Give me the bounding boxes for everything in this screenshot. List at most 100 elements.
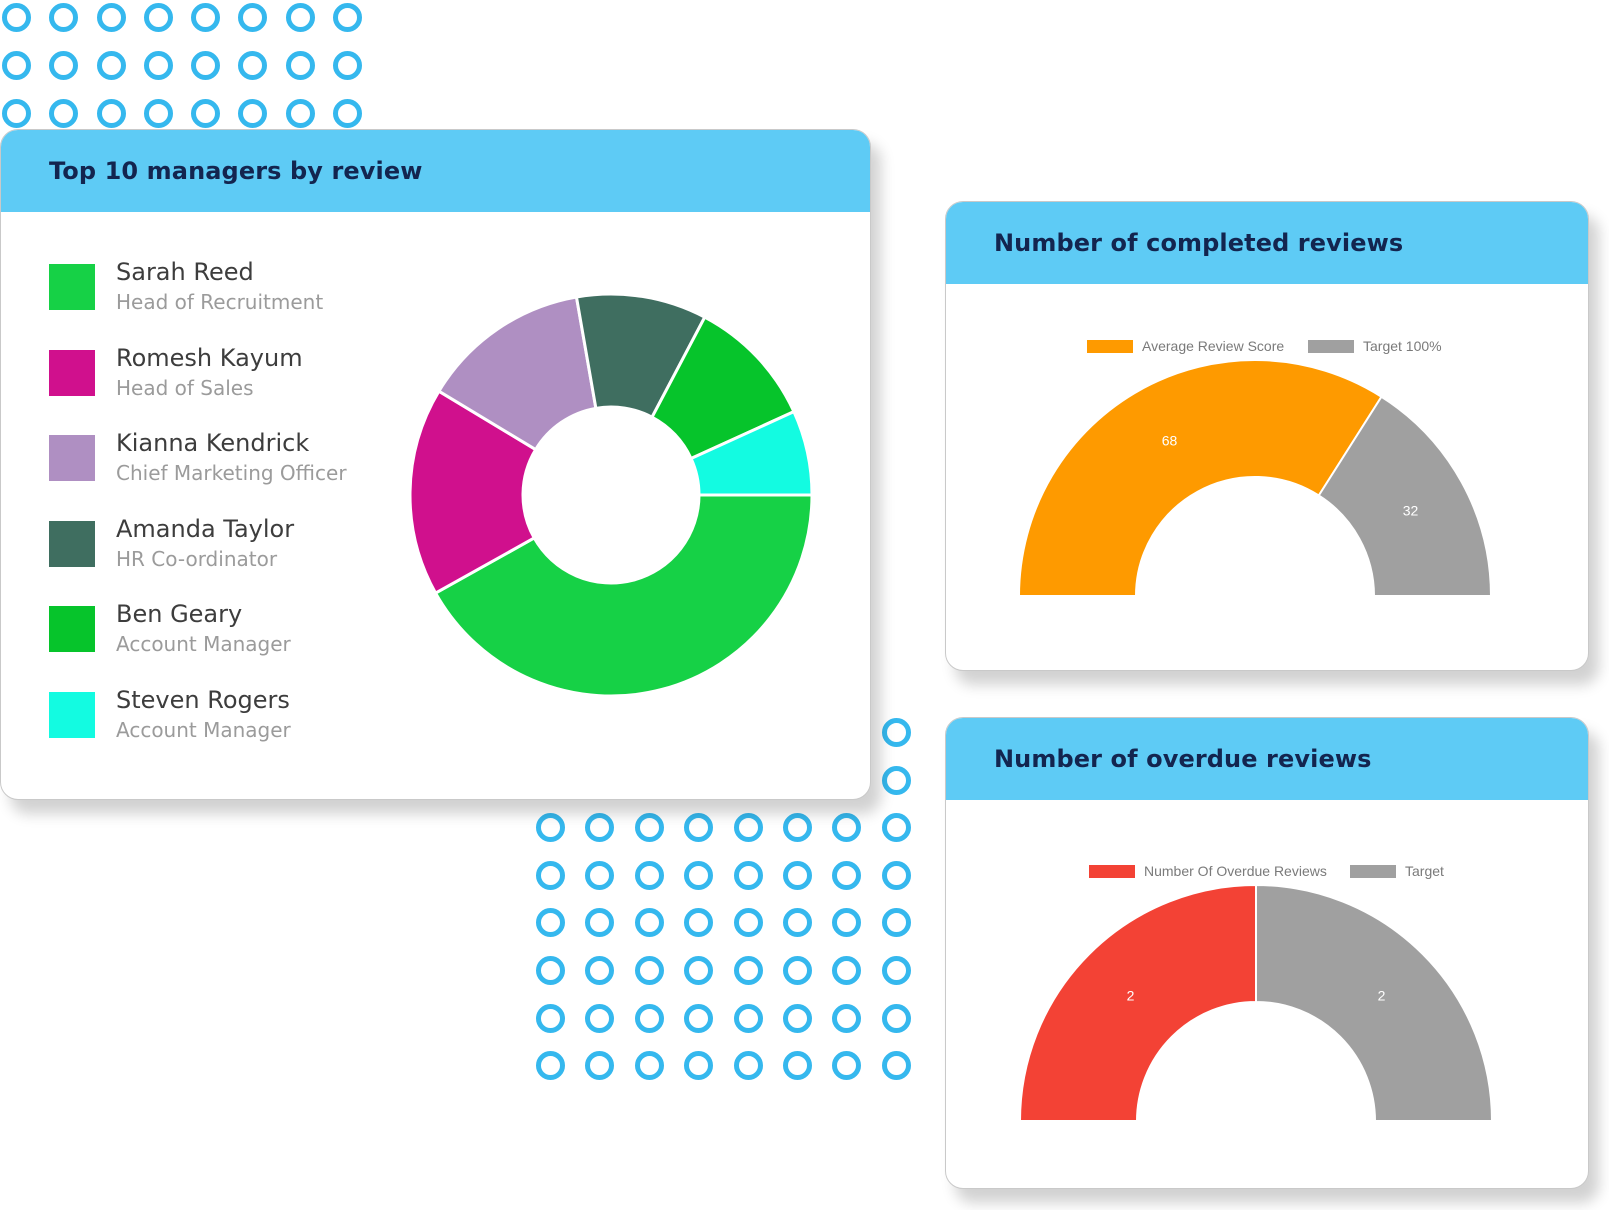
decorative-ring xyxy=(832,860,862,890)
decorative-ring xyxy=(881,1003,911,1033)
completed-legend: Average Review Score Target 100% xyxy=(1087,338,1442,354)
manager-role: Account Manager xyxy=(116,632,291,656)
manager-name: Amanda Taylor xyxy=(116,514,295,543)
decorative-ring xyxy=(49,99,79,128)
decorative-ring xyxy=(49,51,79,80)
gauge-slice xyxy=(1317,395,1493,597)
decorative-ring xyxy=(881,955,911,985)
completed-reviews-gauge-chart: Average Review Score Target 100% 68 32 xyxy=(1017,338,1493,597)
manager-name: Steven Rogers xyxy=(116,685,290,714)
decorative-ring xyxy=(96,99,126,128)
decorative-ring xyxy=(49,3,79,32)
decorative-ring xyxy=(333,3,363,32)
decorative-ring xyxy=(191,99,221,128)
decorative-ring xyxy=(238,3,268,32)
manager-color-swatch xyxy=(49,606,95,652)
decorative-ring xyxy=(536,1003,565,1033)
gauge-value-label-average: 68 xyxy=(1162,432,1178,448)
legend-label-target: Target xyxy=(1405,863,1444,879)
decorative-ring xyxy=(143,99,173,128)
overdue-reviews-card: Number of overdue reviews Number Of Over… xyxy=(945,717,1589,1189)
donut-slice xyxy=(436,295,598,452)
manager-name: Ben Geary xyxy=(116,600,243,628)
manager-name: Kianna Kendrick xyxy=(116,429,310,457)
gauge-slice xyxy=(1018,883,1257,1122)
overdue-reviews-gauge-chart: Number Of Overdue Reviews Target 2 2 xyxy=(1018,863,1494,1122)
completed-reviews-card: Number of completed reviews Average Revi… xyxy=(945,201,1589,671)
managers-card: Top 10 managers by review Sarah Reed Head… xyxy=(0,129,871,800)
decorative-ring xyxy=(832,1003,862,1033)
decorative-ring xyxy=(684,1051,714,1081)
decorative-ring xyxy=(634,1051,664,1081)
decorative-ring xyxy=(684,908,714,938)
legend-swatch-number-of-overdue-reviews xyxy=(1089,865,1135,878)
decorative-ring xyxy=(733,813,763,843)
completed-card-header: Number of completed reviews xyxy=(946,202,1588,284)
donut-slice xyxy=(408,389,538,596)
manager-name: Romesh Kayum xyxy=(116,343,303,372)
manager-color-swatch xyxy=(49,435,95,481)
decorative-ring xyxy=(634,955,664,985)
decorative-ring xyxy=(536,908,565,938)
legend-label-number-of-overdue-reviews: Number Of Overdue Reviews xyxy=(1144,863,1327,879)
legend-swatch-target xyxy=(1350,865,1396,878)
decorative-ring xyxy=(238,99,268,128)
decorative-ring xyxy=(881,1051,911,1081)
decorative-ring xyxy=(285,3,315,32)
decorative-ring xyxy=(684,955,714,985)
decorative-ring xyxy=(585,1051,615,1081)
manager-role: Head of Recruitment xyxy=(116,290,324,314)
decorative-ring xyxy=(143,51,173,80)
decorative-ring xyxy=(634,1003,664,1033)
decorative-ring xyxy=(585,860,615,890)
completed-card-title: Number of completed reviews xyxy=(994,229,1404,257)
decorative-ring xyxy=(881,718,911,747)
manager-name: Sarah Reed xyxy=(116,258,254,286)
decorative-ring xyxy=(585,908,615,938)
manager-color-swatch xyxy=(49,691,95,738)
decorative-ring xyxy=(733,860,763,890)
decorative-ring xyxy=(782,1051,812,1081)
legend-swatch-target xyxy=(1308,340,1354,353)
decorative-ring xyxy=(536,813,565,843)
manager-role: Account Manager xyxy=(116,717,291,742)
decorative-ring xyxy=(634,813,664,843)
decorative-ring xyxy=(96,3,126,32)
manager-color-swatch xyxy=(49,520,95,567)
overdue-card-title: Number of overdue reviews xyxy=(994,745,1372,773)
decorative-ring xyxy=(191,3,221,32)
decorative-ring xyxy=(585,955,615,985)
decorative-ring xyxy=(143,3,173,32)
decorative-ring xyxy=(285,99,315,128)
decorative-ring xyxy=(733,955,763,985)
decorative-ring xyxy=(782,1003,812,1033)
decorative-ring xyxy=(832,955,862,985)
decorative-ring xyxy=(96,51,126,80)
gauge-slice xyxy=(1017,359,1383,597)
decorative-ring xyxy=(2,3,31,32)
managers-card-header: Top 10 managers by review xyxy=(1,130,870,212)
decorative-ring xyxy=(634,860,664,890)
overdue-legend: Number Of Overdue Reviews Target xyxy=(1089,863,1444,879)
decorative-ring xyxy=(733,1051,763,1081)
decorative-ring xyxy=(832,1051,862,1081)
decorative-ring xyxy=(2,51,31,80)
decorative-ring xyxy=(333,99,363,128)
decorative-ring xyxy=(191,51,221,80)
decorative-ring xyxy=(238,51,268,80)
decorative-ring xyxy=(585,813,615,843)
decorative-ring xyxy=(782,860,812,890)
legend-swatch-average-review-score xyxy=(1087,340,1133,353)
decorative-ring xyxy=(881,860,911,890)
decorative-ring xyxy=(733,908,763,938)
decorative-ring xyxy=(536,860,565,890)
decorative-ring xyxy=(832,908,862,938)
decorative-ring xyxy=(881,765,911,795)
decorative-ring xyxy=(684,1003,714,1033)
manager-role: Chief Marketing Officer xyxy=(116,461,347,485)
manager-color-swatch xyxy=(49,349,95,396)
manager-role: HR Co-ordinator xyxy=(116,546,278,571)
legend-label-average-review-score: Average Review Score xyxy=(1142,338,1284,354)
decorative-ring xyxy=(881,813,911,843)
manager-color-swatch xyxy=(49,264,95,310)
